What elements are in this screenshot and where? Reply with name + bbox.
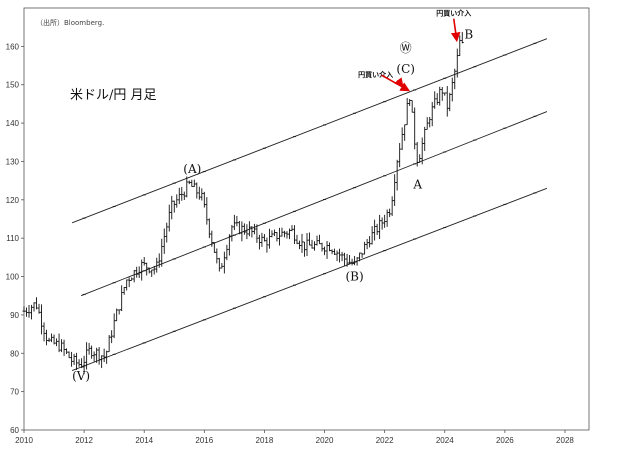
x-tick-label: 2028 xyxy=(556,436,574,445)
y-tick-label: 80 xyxy=(10,349,19,358)
wave-label: B xyxy=(464,28,473,42)
wave-label: Ⓦ xyxy=(400,41,412,55)
y-tick-label: 120 xyxy=(6,196,20,205)
price-layer xyxy=(22,32,464,375)
intervention-arrow xyxy=(450,18,461,43)
wave-label: (C) xyxy=(396,62,415,76)
y-tick-label: 70 xyxy=(10,388,19,397)
y-tick-label: 110 xyxy=(6,234,19,243)
x-tick-label: 2016 xyxy=(195,436,213,445)
x-tick-label: 2024 xyxy=(436,436,454,445)
intervention-arrow xyxy=(381,74,411,92)
x-tick-label: 2020 xyxy=(316,436,334,445)
channel-layer xyxy=(71,38,548,371)
wave-label: (A) xyxy=(183,162,201,176)
y-tick-label: 160 xyxy=(6,42,20,51)
y-tick-label: 60 xyxy=(10,426,19,435)
y-tick-label: 150 xyxy=(6,81,20,90)
x-tick-label: 2026 xyxy=(496,436,514,445)
intervention-label: 円買い介入 xyxy=(358,70,393,79)
source-note: （出所）Bloomberg. xyxy=(36,18,104,27)
wave-label: (Ⅴ) xyxy=(72,369,90,383)
plot-frame xyxy=(23,7,590,431)
intervention-label: 円買い介入 xyxy=(436,9,471,18)
x-tick-label: 2018 xyxy=(256,436,274,445)
x-tick-label: 2014 xyxy=(135,436,153,445)
channel-line xyxy=(71,38,548,224)
x-tick-label: 2022 xyxy=(376,436,394,445)
axis-layer: 60 70 80 90 100 110 120 130 140 150 160 2010 2012 201… xyxy=(6,7,590,445)
wave-label: (B) xyxy=(345,269,363,283)
y-tick-label: 100 xyxy=(6,273,20,282)
y-tick-label: 140 xyxy=(6,119,20,128)
chart-title: 米ドル/円 月足 xyxy=(70,88,157,103)
y-tick-label: 130 xyxy=(6,157,20,166)
channel-line xyxy=(80,111,548,297)
x-tick-label: 2010 xyxy=(15,436,33,445)
y-tick-label: 90 xyxy=(10,311,19,320)
wave-label: A xyxy=(412,177,422,191)
x-tick-label: 2012 xyxy=(75,436,93,445)
channel-line xyxy=(71,187,548,371)
